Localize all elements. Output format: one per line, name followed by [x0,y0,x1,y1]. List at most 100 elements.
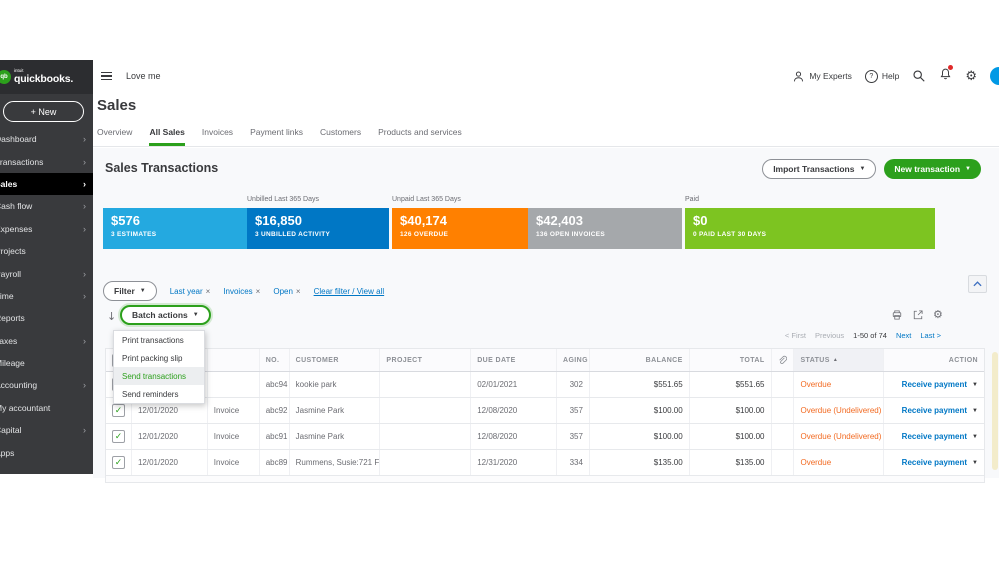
search-icon[interactable] [912,69,926,83]
bell-icon[interactable] [939,64,954,86]
new-button[interactable]: + New [3,101,84,122]
avatar[interactable] [990,67,999,85]
menu-item-print-transactions[interactable]: Print transactions [122,335,184,345]
col-no[interactable]: NO. [260,349,290,371]
customer-name[interactable]: kookie park [290,372,381,397]
row-checkbox-checked[interactable]: ✓ [112,456,125,469]
transaction-number: abc89 [260,450,290,475]
export-icon[interactable] [912,309,924,321]
row-checkbox-checked[interactable]: ✓ [112,430,125,443]
money-tile-open-invoices[interactable]: $42,403 136 OPEN INVOICES [528,208,682,249]
receive-payment-button[interactable]: Receive payment ▼ [901,380,978,389]
hamburger-icon[interactable] [101,70,112,82]
sidebar-item-accounting[interactable]: Accounting› [0,380,86,391]
menu-item-print-packing-slip[interactable]: Print packing slip [122,353,183,363]
col-date[interactable] [132,349,208,371]
chevron-down-icon: ▼ [192,312,199,318]
money-tile-unbilled-activity[interactable]: $16,850 3 UNBILLED ACTIVITY [247,208,389,249]
batch-actions-button[interactable]: Batch actions ▼ [120,305,211,325]
customer-name[interactable]: Rummens, Susie:721 Fern ... [290,450,381,475]
col-total[interactable]: TOTAL [690,349,772,371]
tab-payment-links[interactable]: Payment links [250,127,303,137]
pagination-next[interactable]: Next [895,331,912,340]
sidebar-item-payroll[interactable]: Payroll› [0,268,86,279]
col-due-date[interactable]: DUE DATE [471,349,557,371]
filter-chip-invoices[interactable]: Invoices × [223,286,261,296]
import-transactions-button[interactable]: Import Transactions ▼ [762,159,877,179]
col-balance[interactable]: BALANCE [590,349,690,371]
table-settings-gear-icon[interactable]: ⚙ [933,308,943,321]
customer-name[interactable]: Jasmine Park [290,398,381,423]
sidebar-item-taxes[interactable]: Taxes› [0,335,86,346]
chevron-down-icon[interactable]: ▼ [972,407,978,414]
chevron-right-icon: › [83,201,86,212]
table-tools: ⚙ [891,308,943,321]
col-type[interactable] [208,349,260,371]
row-checkbox-checked[interactable]: ✓ [112,404,125,417]
money-tile-overdue[interactable]: $40,174 126 OVERDUE [392,208,528,249]
sidebar-item-dashboard[interactable]: Dashboard› [0,134,86,145]
tab-customers[interactable]: Customers [319,127,362,137]
help-button[interactable]: ? Help [864,69,899,83]
collapse-money-bar-button[interactable] [968,275,987,293]
filter-button[interactable]: Filter ▼ [103,281,157,301]
money-tile-estimates[interactable]: $576 3 ESTIMATES [103,208,247,249]
chevron-right-icon: › [83,268,86,279]
sidebar-item-transactions[interactable]: Transactions› [0,156,86,167]
close-icon[interactable]: × [255,286,261,296]
printer-icon[interactable] [891,309,903,321]
chevron-down-icon[interactable]: ▼ [972,381,978,388]
col-attachment[interactable] [772,349,795,371]
my-experts-button[interactable]: My Experts [792,70,852,83]
chevron-right-icon: › [83,134,86,145]
tab-all-sales[interactable]: All Sales [149,127,185,146]
filter-chip-open[interactable]: Open × [273,286,301,296]
chevron-right-icon: › [83,425,86,436]
status-badge: Overdue (Undelivered) [794,398,885,423]
tab-products-services[interactable]: Products and services [378,127,462,137]
chevron-down-icon[interactable]: ▼ [972,459,978,466]
tab-overview[interactable]: Overview [97,127,133,137]
close-icon[interactable]: × [205,286,211,296]
chevron-right-icon: › [83,178,86,189]
money-bar: $576 3 ESTIMATES $16,850 3 UNBILLED ACTI… [103,208,935,249]
pagination-first[interactable]: < First [784,331,806,340]
money-tile-paid[interactable]: $0 0 PAID LAST 30 DAYS [685,208,935,249]
col-status[interactable]: STATUS ▲ [794,349,885,371]
menu-item-send-transactions[interactable]: Send transactions [114,367,204,385]
col-aging[interactable]: AGING [557,349,590,371]
chevron-right-icon: › [83,290,86,301]
sidebar-item-reports[interactable]: Reports [0,313,25,324]
gear-icon[interactable]: ⚙ [965,68,977,84]
tab-invoices[interactable]: Invoices [201,127,234,137]
sidebar-item-mileage[interactable]: Mileage [0,358,25,369]
col-action[interactable]: ACTION [948,356,978,364]
paperclip-icon [779,355,787,364]
scrollbar[interactable] [992,352,998,470]
receive-payment-button[interactable]: Receive payment ▼ [901,432,978,441]
sidebar-item-cash-flow[interactable]: Cash flow› [0,201,86,212]
menu-item-send-reminders[interactable]: Send reminders [122,389,179,399]
receive-payment-button[interactable]: Receive payment ▼ [901,406,978,415]
pagination-last[interactable]: Last > [920,331,941,340]
col-project[interactable]: PROJECT [380,349,472,371]
col-customer[interactable]: CUSTOMER [290,349,381,371]
receive-payment-button[interactable]: Receive payment ▼ [901,458,978,467]
clear-filter-link[interactable]: Clear filter / View all [313,286,385,296]
sidebar-item-sales[interactable]: Sales› [0,172,93,196]
close-icon[interactable]: × [295,286,301,296]
customer-name[interactable]: Jasmine Park [290,424,381,449]
sort-arrow-icon[interactable]: ↓ [107,310,117,323]
pagination-previous[interactable]: Previous [814,331,845,340]
filter-chip-last-year[interactable]: Last year × [169,286,211,296]
chevron-down-icon[interactable]: ▼ [972,433,978,440]
sidebar-item-my-accountant[interactable]: My accountant [0,402,51,413]
company-name[interactable]: Love me [126,71,161,81]
intuit-brand-text: intuit [14,68,24,74]
new-transaction-button[interactable]: New transaction ▼ [884,159,981,179]
sidebar-item-time[interactable]: Time› [0,290,86,301]
sidebar-item-apps[interactable]: Apps [0,447,15,458]
sidebar-item-projects[interactable]: Projects [0,246,26,257]
sidebar-item-capital[interactable]: Capital› [0,425,86,436]
sidebar-item-expenses[interactable]: Expenses› [0,223,86,234]
